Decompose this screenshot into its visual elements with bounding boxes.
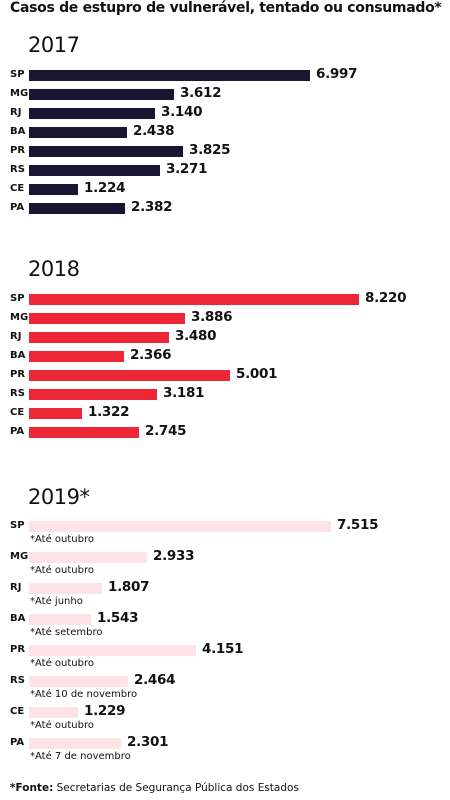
bar — [29, 165, 160, 176]
value-label: 1.322 — [88, 404, 130, 420]
year-heading: 2018 — [28, 257, 80, 281]
bar — [29, 184, 78, 195]
value-label: 3.271 — [166, 161, 208, 177]
bar — [29, 146, 183, 157]
bar — [29, 552, 147, 563]
state-label: RJ — [10, 331, 22, 342]
value-label: 2.366 — [130, 347, 172, 363]
value-label: 4.151 — [202, 641, 244, 657]
state-label: PR — [10, 369, 26, 380]
state-label: BA — [10, 350, 26, 361]
value-label: 3.181 — [163, 385, 205, 401]
value-label: 1.224 — [84, 180, 126, 196]
state-label: SP — [10, 69, 25, 80]
period-note: *Até junho — [30, 596, 83, 607]
value-label: 7.515 — [337, 517, 379, 533]
bar — [29, 313, 185, 324]
value-label: 3.612 — [180, 85, 222, 101]
state-label: PR — [10, 145, 26, 156]
state-label: CE — [10, 706, 25, 717]
period-note: *Até outubro — [30, 565, 94, 576]
value-label: 3.480 — [175, 328, 217, 344]
value-label: 2.745 — [145, 423, 187, 439]
bar — [29, 738, 121, 749]
bar — [29, 427, 139, 438]
state-label: RJ — [10, 582, 22, 593]
state-label: RS — [10, 388, 25, 399]
state-label: BA — [10, 613, 26, 624]
bar — [29, 583, 102, 594]
state-label: PA — [10, 202, 25, 213]
state-label: MG — [10, 88, 29, 99]
bar — [29, 614, 91, 625]
value-label: 3.140 — [161, 104, 203, 120]
value-label: 2.382 — [131, 199, 173, 215]
state-label: SP — [10, 520, 25, 531]
bar — [29, 645, 196, 656]
state-label: RS — [10, 164, 25, 175]
state-label: PR — [10, 644, 26, 655]
bar — [29, 294, 359, 305]
bar — [29, 89, 174, 100]
value-label: 2.301 — [127, 734, 169, 750]
year-heading: 2019* — [28, 485, 90, 509]
bar — [29, 203, 125, 214]
bar — [29, 351, 124, 362]
period-note: *Até 7 de novembro — [30, 751, 131, 762]
value-label: 3.825 — [189, 142, 231, 158]
source-footer: *Fonte: Secretarias de Segurança Pública… — [10, 782, 299, 794]
bar — [29, 521, 331, 532]
value-label: 6.997 — [316, 66, 358, 82]
bar — [29, 676, 128, 687]
bar — [29, 707, 78, 718]
state-label: PA — [10, 426, 25, 437]
period-note: *Até outubro — [30, 534, 94, 545]
state-label: SP — [10, 293, 25, 304]
bar — [29, 370, 230, 381]
value-label: 2.464 — [134, 672, 176, 688]
state-label: MG — [10, 312, 29, 323]
state-label: PA — [10, 737, 25, 748]
year-heading: 2017 — [28, 33, 80, 57]
value-label: 1.807 — [108, 579, 150, 595]
bar — [29, 70, 310, 81]
value-label: 3.886 — [191, 309, 233, 325]
bar — [29, 408, 82, 419]
value-label: 2.438 — [133, 123, 175, 139]
value-label: 1.229 — [84, 703, 126, 719]
bar — [29, 127, 127, 138]
state-label: CE — [10, 407, 25, 418]
state-label: RJ — [10, 107, 22, 118]
state-label: CE — [10, 183, 25, 194]
value-label: 1.543 — [97, 610, 139, 626]
bar — [29, 332, 169, 343]
bar — [29, 389, 157, 400]
source-label: *Fonte: — [10, 782, 54, 794]
value-label: 8.220 — [365, 290, 407, 306]
bar — [29, 108, 155, 119]
source-text: Secretarias de Segurança Pública dos Est… — [56, 782, 299, 794]
value-label: 5.001 — [236, 366, 278, 382]
period-note: *Até outubro — [30, 720, 94, 731]
chart-title: Casos de estupro de vulnerável, tentado … — [10, 0, 442, 16]
state-label: RS — [10, 675, 25, 686]
period-note: *Até setembro — [30, 627, 103, 638]
period-note: *Até outubro — [30, 658, 94, 669]
state-label: BA — [10, 126, 26, 137]
value-label: 2.933 — [153, 548, 195, 564]
state-label: MG — [10, 551, 29, 562]
period-note: *Até 10 de novembro — [30, 689, 138, 700]
